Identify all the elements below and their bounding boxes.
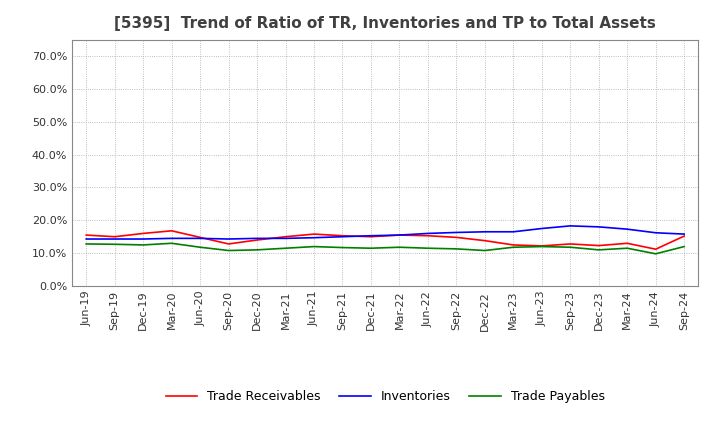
Trade Receivables [680,234,688,239]
Trade Payables [652,251,660,257]
Inventories [595,224,603,230]
Trade Receivables [652,246,660,252]
Inventories [680,231,688,237]
Inventories [110,236,119,242]
Trade Payables [282,246,290,251]
Trade Receivables [253,237,261,242]
Trade Payables [595,247,603,253]
Trade Payables [680,244,688,249]
Inventories [282,236,290,241]
Inventories [310,235,318,240]
Trade Payables [423,246,432,251]
Line: Trade Payables: Trade Payables [86,243,684,254]
Inventories [82,236,91,242]
Line: Inventories: Inventories [86,226,684,239]
Inventories [395,232,404,238]
Inventories [537,226,546,231]
Inventories [566,223,575,228]
Inventories [366,233,375,238]
Trade Receivables [509,242,518,248]
Trade Receivables [452,235,461,240]
Trade Receivables [480,238,489,243]
Inventories [196,236,204,241]
Trade Payables [623,246,631,251]
Inventories [225,236,233,242]
Trade Payables [225,248,233,253]
Inventories [167,236,176,241]
Trade Receivables [595,243,603,248]
Inventories [338,234,347,239]
Inventories [480,229,489,235]
Trade Payables [395,245,404,250]
Trade Receivables [537,243,546,249]
Inventories [509,229,518,235]
Line: Trade Receivables: Trade Receivables [86,231,684,249]
Trade Payables [366,246,375,251]
Legend: Trade Receivables, Inventories, Trade Payables: Trade Receivables, Inventories, Trade Pa… [161,385,610,408]
Inventories [623,227,631,232]
Trade Payables [509,245,518,250]
Trade Payables [310,244,318,249]
Trade Receivables [423,233,432,238]
Trade Payables [196,245,204,250]
Trade Payables [167,241,176,246]
Trade Payables [139,242,148,248]
Trade Payables [452,246,461,252]
Trade Receivables [282,234,290,239]
Trade Payables [253,247,261,253]
Trade Payables [537,244,546,249]
Trade Receivables [623,241,631,246]
Trade Receivables [196,235,204,240]
Trade Payables [338,245,347,250]
Trade Payables [110,242,119,247]
Trade Receivables [310,231,318,237]
Inventories [253,236,261,241]
Trade Receivables [110,234,119,239]
Inventories [652,230,660,235]
Inventories [452,230,461,235]
Trade Receivables [395,232,404,238]
Inventories [139,236,148,242]
Trade Payables [480,248,489,253]
Trade Receivables [225,241,233,246]
Trade Receivables [566,241,575,246]
Trade Payables [82,241,91,246]
Inventories [423,231,432,236]
Trade Payables [566,245,575,250]
Trade Receivables [139,231,148,236]
Trade Receivables [338,233,347,238]
Trade Receivables [82,232,91,238]
Title: [5395]  Trend of Ratio of TR, Inventories and TP to Total Assets: [5395] Trend of Ratio of TR, Inventories… [114,16,656,32]
Trade Receivables [366,234,375,239]
Trade Receivables [167,228,176,234]
